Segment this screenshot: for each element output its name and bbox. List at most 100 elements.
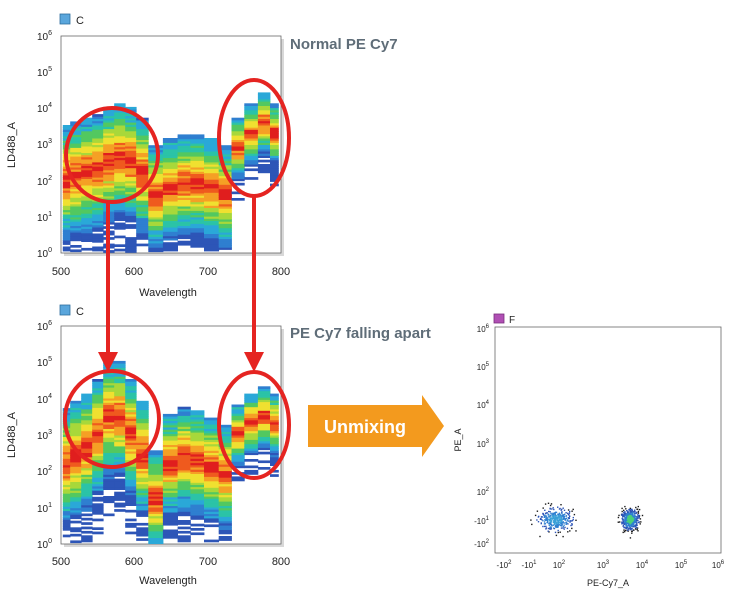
scatter-point (635, 512, 637, 515)
heat-cell (114, 138, 126, 141)
heat-cell (244, 397, 259, 401)
heat-cell (218, 179, 232, 183)
heat-cell (92, 187, 104, 191)
heat-cell (92, 218, 104, 221)
heat-cell (114, 402, 126, 405)
scatter-point (622, 516, 624, 518)
scatter-point (549, 515, 551, 517)
heat-cell (81, 498, 93, 501)
heat-cell (148, 478, 164, 482)
heat-cell (81, 176, 93, 179)
heat-cell (70, 197, 82, 200)
heat-cell (125, 150, 137, 153)
scatter-point (558, 519, 560, 522)
heat-cell (270, 107, 279, 111)
heat-cell (204, 187, 220, 191)
heat-cell (148, 212, 164, 216)
scatter-point (557, 531, 559, 534)
heat-cell (136, 503, 149, 506)
scatter-point (545, 512, 547, 515)
heat-cell (204, 430, 220, 434)
heat-cell (162, 222, 178, 226)
heat-cell (244, 120, 259, 124)
heat-cell (244, 417, 259, 421)
scatter-point (559, 522, 561, 524)
heat-cell (190, 149, 205, 153)
heat-cell (92, 129, 104, 132)
heat-cell (114, 120, 126, 124)
heat-cell (81, 232, 93, 236)
heat-cell (190, 421, 205, 424)
scatter-point (555, 517, 557, 519)
heat-cell (257, 127, 271, 130)
heat-cell (162, 475, 178, 478)
heat-cell (162, 142, 178, 145)
heat-cell (114, 496, 126, 499)
heat-cell (81, 452, 93, 456)
heat-cell (103, 400, 115, 403)
heat-cell (125, 165, 137, 169)
heat-cell (136, 169, 149, 173)
heat-cell (125, 115, 137, 119)
heat-cell (114, 185, 126, 189)
heat-cell (190, 229, 205, 233)
heat-cell (103, 135, 115, 138)
heat-cell (92, 411, 104, 415)
heat-cell (70, 440, 82, 443)
heat-cell (218, 472, 232, 476)
heat-cell (70, 435, 82, 439)
heat-cell (70, 459, 82, 463)
heat-cell (148, 520, 164, 523)
heat-cell (148, 541, 164, 544)
heat-cell (190, 504, 205, 507)
scatter-point (567, 513, 570, 516)
heat-cell (231, 411, 245, 414)
heat-cell (190, 416, 205, 420)
heat-cell (103, 148, 115, 151)
heat-cell (114, 222, 126, 226)
heat-cell (136, 464, 149, 467)
heat-cell (231, 443, 245, 447)
heat-cell (92, 159, 104, 163)
heat-cell (103, 448, 115, 451)
heat-cell (204, 485, 220, 488)
heat-cell (244, 411, 259, 414)
scatter-point (628, 521, 631, 523)
heat-cell (204, 428, 220, 432)
heat-cell (136, 470, 149, 474)
heat-cell (177, 502, 191, 506)
heat-cell (103, 500, 115, 504)
heat-cell (103, 119, 115, 123)
heat-cell (270, 463, 279, 466)
heat-cell (125, 477, 137, 480)
heat-cell (92, 440, 104, 443)
heat-cell (231, 452, 245, 456)
scatter-point (545, 528, 547, 530)
heat-cell (204, 157, 220, 161)
heat-cell (81, 159, 93, 162)
heat-cell (92, 446, 104, 450)
heat-cell (103, 198, 115, 201)
heat-cell (70, 455, 82, 458)
heat-cell (103, 143, 115, 147)
scatter-point (549, 522, 552, 524)
heat-cell (136, 420, 149, 424)
scatter-point (621, 521, 623, 523)
heat-cell (190, 501, 205, 505)
scatter-point (565, 523, 567, 525)
heat-cell (162, 505, 178, 509)
heat-cell (114, 224, 126, 228)
heat-cell (81, 408, 93, 412)
heat-cell (148, 535, 164, 538)
heat-cell (136, 130, 149, 134)
heat-cell (114, 472, 126, 475)
heat-cell (177, 421, 191, 425)
top-y-axis-label: LD488_A (6, 121, 18, 168)
heat-cell (114, 205, 126, 208)
scatter-plot-area (494, 326, 722, 554)
scatter-point (561, 511, 563, 513)
heat-cell (125, 416, 137, 419)
heat-cell (81, 145, 93, 149)
heat-cell (270, 459, 279, 462)
heat-cell (270, 129, 279, 132)
